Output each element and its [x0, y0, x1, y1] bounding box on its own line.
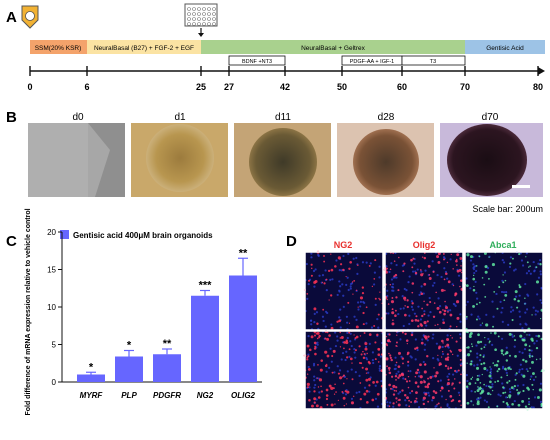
legend-label: Gentisic acid 400μM brain organoids	[73, 231, 213, 240]
x-tick-label: MYRF	[80, 391, 104, 400]
timeline-tick-label: 50	[337, 82, 347, 92]
significance-label: *	[89, 361, 94, 373]
row-label-vehicle: Brain organoids + vehicle	[296, 249, 303, 334]
row-label-gentisic: Brain organoids + Gentisic acid	[296, 318, 303, 423]
immunostain-tile-abca1	[464, 330, 545, 411]
y-tick-label: 10	[47, 303, 56, 312]
panel-label-d: D	[286, 233, 297, 250]
immunostain-tile-abca1	[464, 251, 544, 331]
bar-pdgfr	[153, 354, 181, 382]
significance-label: **	[163, 338, 172, 350]
phase-label-ssm: SSM(20% KSR)	[35, 45, 82, 52]
immunostaining-grid	[303, 250, 545, 411]
chart-legend: Gentisic acid 400μM brain organoids	[60, 230, 213, 240]
timeline-tick-label: 60	[397, 82, 407, 92]
column-label-abca1: Abca1	[489, 240, 516, 250]
timeline-axis: 0 6 25 27 42 50 60 70 80	[27, 66, 545, 92]
phase-neuralbasal-fgf	[87, 40, 201, 54]
x-tick-label: PDGFR	[153, 391, 181, 400]
x-tick-label: PLP	[121, 391, 137, 400]
organoid-image-d1	[131, 123, 228, 197]
panel-label-a: A	[6, 9, 17, 26]
bar-chart: 0 5 10 15 20 * MYRF * PLP ** PDGFR *** NG2 ** OLIG2	[47, 228, 262, 400]
y-tick-label: 5	[52, 341, 57, 350]
immunostain-tile-ng2	[303, 250, 384, 331]
significance-label: ***	[199, 280, 213, 292]
day-label-d28: d28	[378, 112, 395, 123]
phase-label-geltrex: NeuralBasal + Geltrex	[301, 45, 366, 52]
organoid-image-d70	[440, 123, 543, 197]
bar-plp	[115, 356, 143, 382]
x-tick-label: NG2	[197, 391, 214, 400]
well-plate-icon	[184, 3, 218, 37]
y-tick-label: 0	[52, 378, 57, 387]
subphase-label-bdnf: BDNF +NT3	[242, 59, 272, 65]
scale-bar-label: Scale bar: 200um	[472, 204, 543, 214]
panel-label-b: B	[6, 109, 17, 126]
phase-ssm	[30, 40, 87, 54]
timeline-tick-label: 0	[27, 82, 32, 92]
subphase-label-pdgf: PDGF-AA + IGF-1	[350, 59, 394, 65]
organoid-image-d0	[28, 123, 125, 197]
scale-bar-line	[512, 185, 530, 188]
organoid-logo-icon	[21, 5, 39, 29]
y-axis-title: Fold difference of mRNA expression relat…	[25, 208, 32, 415]
y-tick-label: 15	[47, 266, 56, 275]
timeline-tick-label: 25	[196, 82, 206, 92]
subphase-t3	[401, 55, 466, 66]
significance-label: *	[127, 340, 132, 352]
organoid-image-d11	[234, 123, 331, 197]
day-label-d70: d70	[482, 112, 499, 123]
legend-swatch	[60, 230, 69, 239]
day-label-d11: d11	[275, 112, 291, 123]
immunostain-tile-ng2	[303, 330, 384, 410]
bar-myrf	[77, 374, 105, 382]
immunostain-tile-olig2	[384, 330, 464, 411]
timeline-arrow-icon	[538, 67, 545, 75]
day-label-d1: d1	[174, 112, 186, 123]
timeline-tick-label: 6	[84, 82, 89, 92]
y-tick-label: 20	[47, 228, 56, 237]
timeline-tick-label: 27	[224, 82, 234, 92]
panel-label-c: C	[6, 233, 17, 250]
timeline-tick-label: 42	[280, 82, 290, 92]
timeline-subphase-boxes: BDNF +NT3 PDGF-AA + IGF-1 T3	[228, 55, 466, 66]
timeline-tick-label: 70	[460, 82, 470, 92]
subphase-bdnf	[228, 55, 286, 66]
phase-neuralbasal-geltrex	[201, 40, 465, 54]
timeline-phase-bar: SSM(20% KSR) NeuralBasal (B27) + FGF-2 +…	[30, 40, 545, 54]
significance-label: **	[239, 247, 248, 259]
immunostain-tile-olig2	[383, 251, 464, 331]
bar-olig2	[229, 275, 257, 382]
organoid-image-d28	[337, 123, 434, 197]
bar-ng2	[191, 295, 219, 382]
timeline-tick-label: 80	[533, 82, 543, 92]
subphase-label-t3: T3	[430, 59, 436, 65]
column-label-olig2: Olig2	[413, 240, 436, 250]
phase-label-gentisic: Gentisic Acid	[486, 45, 524, 52]
phase-gentisic-acid	[465, 40, 545, 54]
x-tick-label: OLIG2	[231, 391, 256, 400]
column-label-ng2: NG2	[334, 240, 353, 250]
day-label-d0: d0	[72, 112, 84, 123]
phase-label-fgf: NeuralBasal (B27) + FGF-2 + EGF	[94, 45, 194, 52]
